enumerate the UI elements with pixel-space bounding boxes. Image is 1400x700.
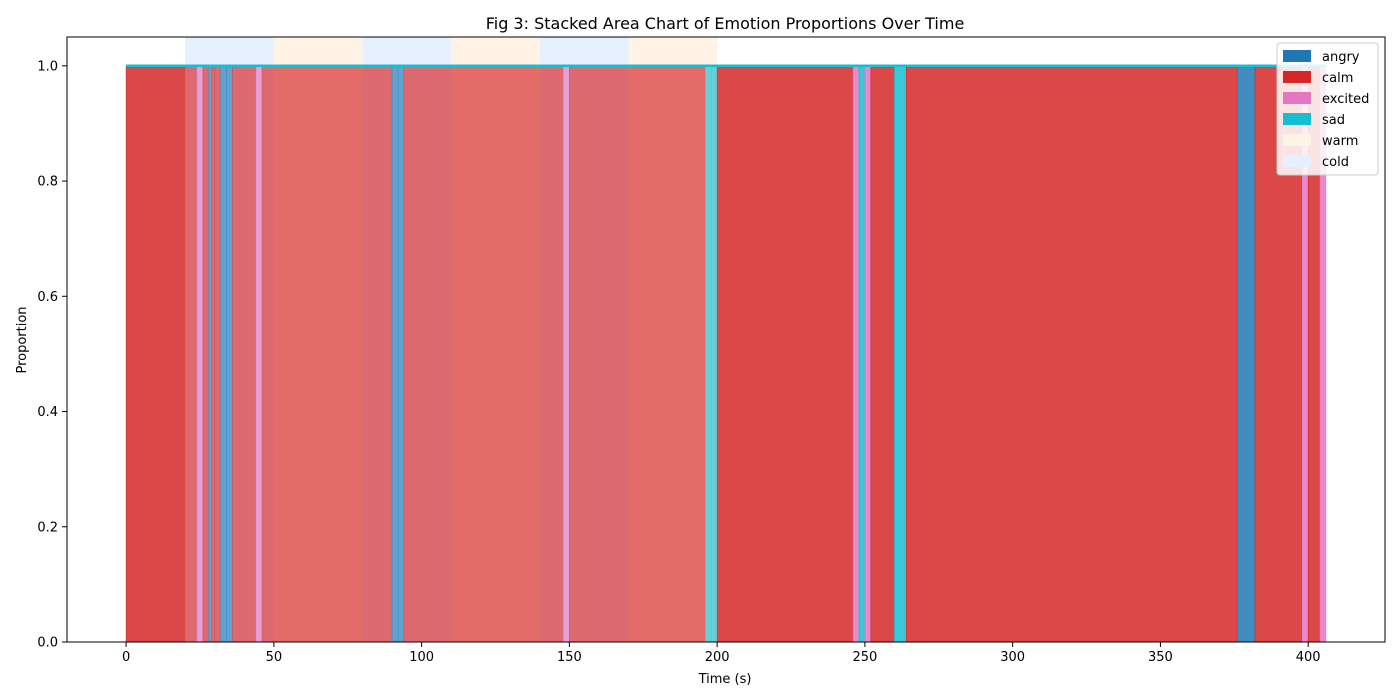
plot-area (125, 37, 1327, 643)
band-overlay-warm (628, 65, 718, 643)
area-segment-calm (403, 65, 564, 643)
x-tick-label: 50 (266, 650, 283, 665)
y-tick-label: 0.6 (37, 290, 58, 305)
y-tick-label: 0.4 (37, 405, 58, 420)
legend-swatch-excited (1283, 92, 1311, 104)
legend-label-angry: angry (1322, 50, 1360, 65)
x-tick-label: 150 (557, 650, 582, 665)
band-overlay-warm (451, 65, 540, 643)
area-segment-calm (905, 65, 1238, 643)
y-axis-label: Proportion (15, 306, 30, 373)
legend-swatch-warm (1283, 134, 1311, 146)
area-segment-calm (569, 65, 706, 643)
axes-frame (66, 36, 1386, 643)
band-overlay-cold (362, 65, 452, 643)
axes: 0 50 100 150 200 250 300 350 400 0.0 0.2 0.4 0.6 0.8 1… (37, 36, 1386, 665)
legend-label-sad: sad (1322, 113, 1345, 128)
y-tick-label: 0.2 (37, 520, 58, 535)
x-tick-label: 300 (1000, 650, 1025, 665)
x-tick-label: 0 (122, 650, 130, 665)
area-segment-calm (870, 65, 895, 643)
area-segment-excited (864, 65, 872, 643)
area-segment-sad (894, 65, 907, 643)
y-tick-label: 0.0 (37, 636, 58, 651)
legend-label-warm: warm (1322, 134, 1358, 149)
legend-label-cold: cold (1322, 155, 1349, 170)
x-tick-label: 200 (705, 650, 730, 665)
x-tick-label: 400 (1296, 650, 1321, 665)
legend-label-calm: calm (1322, 71, 1353, 86)
x-tick-label: 100 (409, 650, 434, 665)
area-segment-calm (716, 65, 854, 643)
x-tick-label: 350 (1148, 650, 1173, 665)
legend: angry calm excited sad warm cold (1276, 42, 1379, 176)
x-tick-label: 250 (852, 650, 877, 665)
legend-swatch-angry (1283, 50, 1311, 62)
chart-title: Fig 3: Stacked Area Chart of Emotion Pro… (486, 14, 965, 33)
area-segment-calm (261, 65, 393, 643)
band-overlay-warm (273, 65, 363, 643)
x-axis-label: Time (s) (698, 672, 752, 687)
legend-swatch-sad (1283, 113, 1311, 125)
area-segment-sad (858, 65, 866, 643)
band-overlay-cold (539, 65, 629, 643)
area-segment-excited (852, 65, 860, 643)
area-segment-angry (1236, 65, 1256, 643)
y-tick-label: 0.8 (37, 175, 58, 190)
legend-swatch-calm (1283, 71, 1311, 83)
band-overlay-cold (185, 65, 274, 643)
legend-swatch-cold (1283, 155, 1311, 167)
y-tick-label: 1.0 (37, 59, 58, 74)
legend-label-excited: excited (1322, 92, 1369, 107)
